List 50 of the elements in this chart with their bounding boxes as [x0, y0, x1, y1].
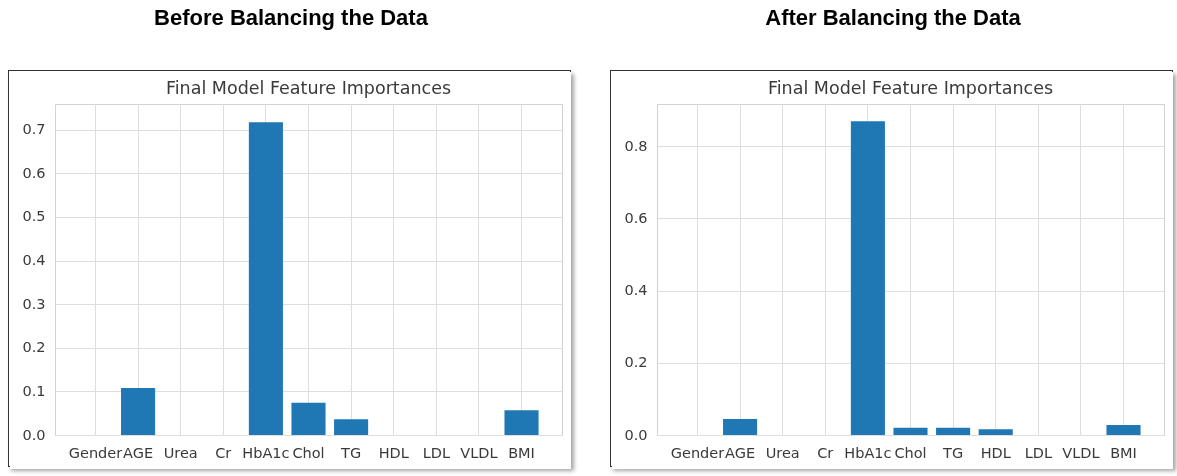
x-tick-label: HbA1c [241, 444, 290, 460]
bar [935, 427, 970, 435]
x-tick-label: Gender [68, 444, 122, 460]
y-tick-label: 0.3 [21, 295, 45, 312]
y-tick-label: 0.2 [21, 338, 45, 355]
x-tick-label: TG [941, 444, 963, 460]
x-tick-label: TG [339, 444, 361, 460]
y-tick-label: 0.4 [21, 251, 45, 268]
x-tick-label: HbA1c [843, 444, 892, 460]
bar [503, 409, 539, 435]
y-tick-label: 0.0 [21, 426, 45, 442]
y-tick-label: 0.8 [623, 137, 647, 154]
y-tick-label: 0.2 [623, 353, 647, 370]
x-tick-label: LDL [422, 444, 450, 460]
chart-subtitle: Final Model Feature Importances [767, 77, 1053, 97]
bar [120, 387, 155, 435]
x-tick-label: Cr [214, 444, 231, 460]
x-tick-label: AGE [724, 444, 755, 460]
bar [290, 402, 326, 435]
x-tick-label: VLDL [459, 444, 498, 460]
x-tick-label: BMI [1109, 444, 1137, 460]
x-tick-label: HDL [378, 444, 409, 460]
x-tick-label: Chol [893, 444, 927, 460]
bar [978, 428, 1013, 435]
y-tick-label: 0.7 [21, 120, 45, 137]
chart-subtitle: Final Model Feature Importances [165, 77, 451, 97]
y-tick-label: 0.6 [623, 209, 647, 226]
y-tick-label: 0.5 [21, 207, 45, 224]
bar [333, 418, 368, 435]
x-tick-label: Chol [291, 444, 325, 460]
x-tick-label: BMI [507, 444, 535, 460]
bar [850, 120, 885, 435]
chart-title: Before Balancing the Data [153, 4, 429, 32]
x-tick-label: AGE [122, 444, 153, 460]
y-tick-label: 0.4 [623, 281, 647, 298]
y-tick-label: 0.0 [623, 426, 647, 442]
chart-title: After Balancing the Data [764, 4, 1022, 32]
x-tick-label: Cr [816, 444, 833, 460]
x-tick-label: HDL [980, 444, 1011, 460]
x-tick-label: Gender [670, 444, 724, 460]
y-tick-label: 0.1 [21, 382, 45, 399]
bar [892, 427, 928, 435]
bar [722, 418, 757, 435]
x-tick-label: Urea [765, 444, 800, 460]
bar [1105, 424, 1141, 435]
bar [248, 121, 283, 435]
x-tick-label: Urea [163, 444, 198, 460]
y-tick-label: 0.6 [21, 164, 45, 181]
x-tick-label: LDL [1024, 444, 1052, 460]
x-tick-label: VLDL [1061, 444, 1100, 460]
